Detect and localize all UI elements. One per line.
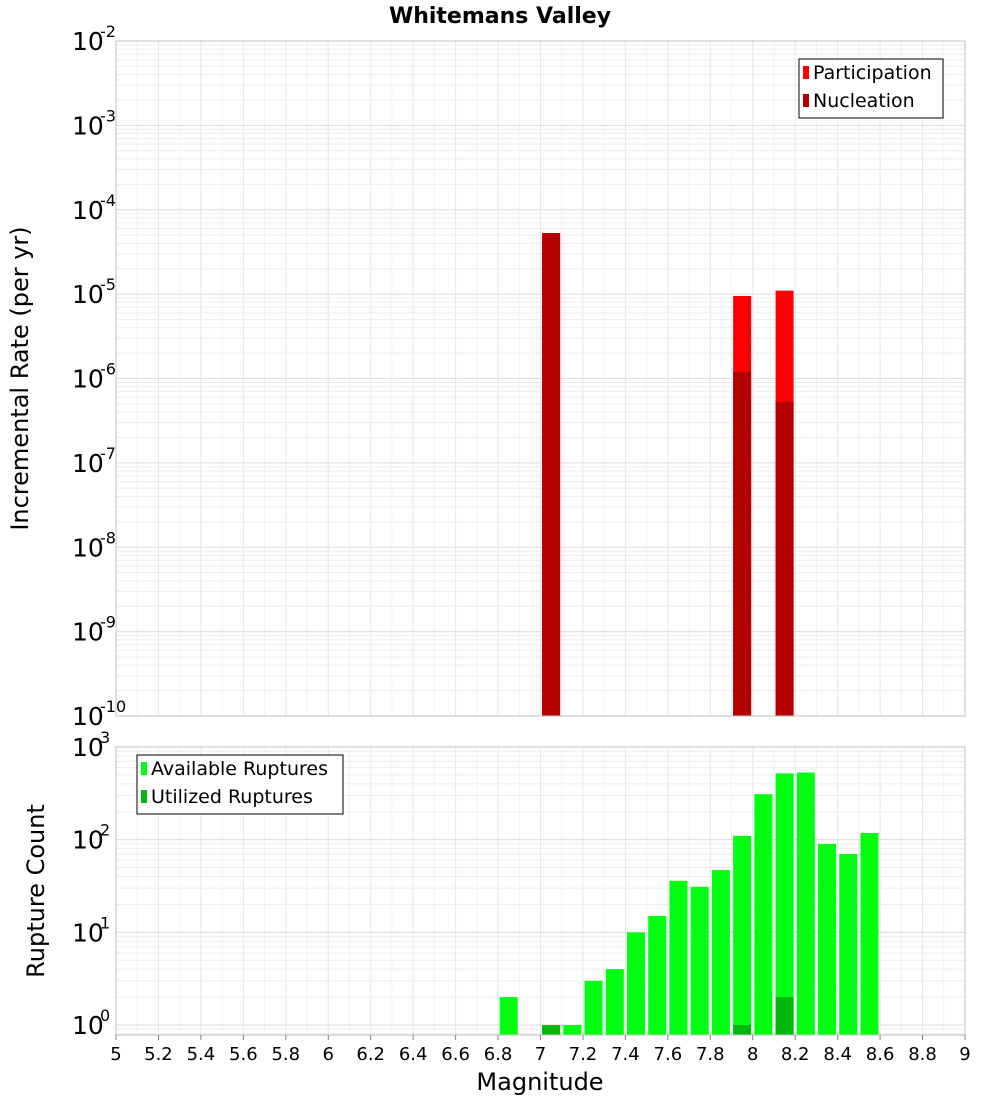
y-tick-label: 10 [72,702,104,731]
x-axis-label: Magnitude [476,1068,603,1096]
x-tick-label: 8.6 [866,1044,895,1065]
bar [563,1025,582,1035]
y-tick-exponent: -9 [100,613,116,632]
legend: Available Ruptures Utilized Ruptures [136,754,344,815]
bar [542,1025,561,1035]
bar [860,833,879,1035]
y-tick-label: 10 [72,1011,104,1040]
bar [733,1025,752,1035]
x-tick-label: 7.8 [696,1044,725,1065]
y-tick-exponent: -6 [100,360,116,379]
x-tick-label: 8.2 [781,1044,810,1065]
bar [733,835,752,1035]
bar [818,843,837,1035]
legend-label: Participation [813,62,932,84]
y-tick-label: 10 [72,918,104,947]
y-axis-label: Incremental Rate (per yr) [6,226,34,530]
bar [669,880,688,1035]
y-tick-label: 10 [72,449,104,478]
y-tick-exponent: 0 [100,1006,110,1025]
y-tick-label: 10 [72,618,104,647]
y-tick-exponent: 1 [100,913,110,932]
x-tick-label: 5.2 [144,1044,173,1065]
bar [542,233,561,716]
y-tick-label: 10 [72,533,104,562]
rate-panel: 10-1010-910-810-710-610-510-410-310-2Inc… [6,22,966,731]
x-tick-label: 5.8 [271,1044,300,1065]
x-axis: 5 5.2 5.4 5.6 5.8 6 6.2 6.4 6.6 6.8 7 7.2 7.4 7.6 7.8 8… [110,1035,971,1065]
legend-label: Utilized Ruptures [151,786,313,808]
x-tick-label: 7.4 [611,1044,640,1065]
x-tick-label: 6 [323,1044,334,1065]
x-tick-label: 9 [959,1044,970,1065]
x-tick-label: 7 [535,1044,546,1065]
bar [584,980,603,1035]
bar [775,401,794,716]
chart-title: Whitemans Valley [389,4,611,29]
x-tick-label: 5 [110,1044,121,1065]
x-tick-label: 6.6 [441,1044,470,1065]
plot-frame [115,40,966,717]
y-tick-exponent: -5 [100,275,116,294]
y-tick-label: 10 [72,826,104,855]
bar [733,371,752,716]
y-tick-label: 10 [72,280,104,309]
x-tick-label: 5.4 [187,1044,216,1065]
bar [775,773,794,1035]
legend-swatch [141,790,147,803]
y-tick-label: 10 [72,196,104,225]
x-tick-label: 7.2 [569,1044,598,1065]
y-tick-exponent: -10 [100,697,126,716]
legend-box [136,754,344,815]
legend-label: Nucleation [813,90,915,112]
x-tick-label: 8 [747,1044,758,1065]
bar [711,870,730,1035]
legend-swatch [803,94,809,107]
bar [648,916,667,1035]
x-tick-label: 8.8 [908,1044,937,1065]
y-tick-exponent: -7 [100,444,116,463]
y-tick-label: 10 [72,27,104,56]
x-tick-label: 6.8 [484,1044,513,1065]
y-tick-label: 10 [72,365,104,394]
legend-swatch [803,66,809,79]
bar [605,969,624,1035]
legend-box [798,58,944,119]
legend: Participation Nucleation [798,58,944,119]
x-tick-label: 6.4 [399,1044,428,1065]
x-tick-label: 5.6 [229,1044,258,1065]
bar [499,997,518,1035]
bar [690,886,709,1035]
x-tick-label: 7.6 [654,1044,683,1065]
y-axis-label: Rupture Count [22,804,50,978]
bar [775,997,794,1035]
y-tick-exponent: -3 [100,106,116,125]
y-tick-exponent: -4 [100,191,116,210]
x-tick-label: 8.4 [823,1044,852,1065]
y-tick-exponent: 2 [100,821,110,840]
y-tick-exponent: -8 [100,528,116,547]
bar [796,772,815,1035]
bar [627,932,646,1035]
legend-swatch [141,762,147,775]
legend-label: Available Ruptures [151,758,328,780]
bar [754,794,773,1035]
y-tick-label: 10 [72,111,104,140]
y-tick-exponent: 3 [100,728,110,747]
y-tick-exponent: -2 [100,22,116,41]
y-tick-label: 10 [72,733,104,762]
bar [839,854,858,1035]
x-tick-label: 6.2 [356,1044,385,1065]
